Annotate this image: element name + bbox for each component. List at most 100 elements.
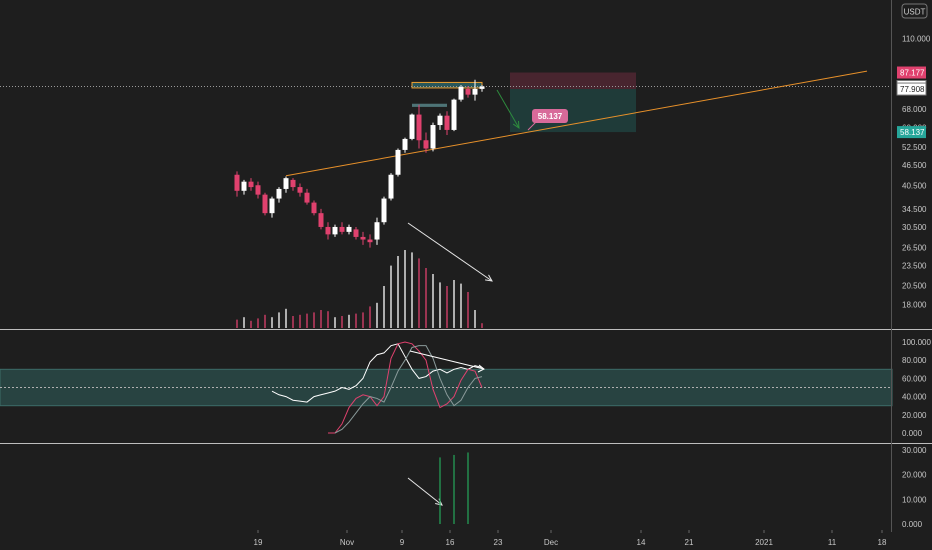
time-axis[interactable]: 19 Nov 9 16 23 Dec 14 21 2021 11 18 (254, 530, 887, 547)
candle-body (304, 192, 310, 203)
green-arrow (496, 89, 520, 129)
price-label: 58.137 (897, 126, 926, 139)
currency-badge[interactable]: USDT (901, 3, 928, 19)
resistance-box (411, 81, 483, 89)
candle (381, 196, 387, 225)
volume-bar (474, 310, 476, 328)
candle (325, 222, 331, 240)
oscillator-series-line (271, 343, 483, 403)
candle-body (325, 226, 331, 235)
time-tick-label: Dec (544, 538, 558, 547)
volume-bar (271, 317, 273, 328)
stop-loss-zone (510, 72, 636, 90)
candle-body (318, 213, 324, 227)
candle-body (437, 115, 443, 126)
histogram-tick-label: 0.000 (902, 520, 923, 529)
oscillator-pane[interactable]: 100.000 80.000 60.000 40.000 20.000 0.000 (0, 338, 931, 438)
candle-body (241, 181, 247, 191)
candle (318, 208, 324, 230)
price-label-text: 77.908 (900, 85, 925, 94)
candle-body (255, 185, 261, 195)
histogram-tick-label: 10.000 (902, 495, 927, 504)
time-tick-label: 2021 (755, 538, 773, 547)
candle (283, 176, 289, 193)
candle (465, 86, 471, 98)
candle-body (311, 202, 317, 214)
volume-bar (299, 314, 301, 328)
candle (437, 113, 443, 130)
volume-arrow-shaft (407, 222, 493, 282)
volume-bar (243, 317, 245, 328)
oscillator-tick-label: 80.000 (902, 356, 927, 365)
price-label: 87.177 (897, 66, 926, 79)
candle-body (269, 198, 275, 214)
candle (409, 113, 415, 141)
candle-body (430, 125, 436, 149)
volume-arrow-head (485, 274, 493, 282)
volume-bar (355, 313, 357, 328)
price-tick-label: 68.000 (902, 105, 927, 114)
volume-bar (306, 313, 308, 328)
price-tick-label: 30.500 (902, 223, 927, 232)
candle (269, 196, 275, 218)
volume-bar (327, 311, 329, 328)
time-tick-label: 14 (637, 538, 646, 547)
price-tick-label: 46.500 (902, 161, 927, 170)
candle-body (423, 140, 429, 149)
candle (276, 187, 282, 203)
candle (353, 226, 359, 240)
candle-body (444, 115, 450, 130)
candle (234, 171, 240, 197)
candle-body (346, 226, 352, 232)
candle (346, 224, 352, 235)
volume-bar (285, 308, 287, 328)
volume-bar (439, 282, 441, 328)
candle-body (395, 149, 401, 175)
candle (444, 111, 450, 136)
candle-body (465, 88, 471, 95)
volume-bar (236, 319, 238, 328)
time-tick-label: 18 (878, 538, 887, 547)
volume-bar (467, 292, 469, 328)
candle (290, 178, 296, 191)
price-label: 77.908 (896, 82, 927, 96)
volume-bar (383, 286, 385, 328)
candle-body (248, 181, 254, 188)
oscillator-tick-label: 20.000 (902, 411, 927, 420)
candle-body (458, 87, 464, 100)
currency-badge-label: USDT (904, 8, 926, 17)
candle-body (262, 194, 268, 214)
price-pane[interactable]: 110.000 80.000 68.000 60.000 52.500 46.500 40.… (0, 34, 931, 506)
trendline (285, 70, 868, 177)
histogram-arrow (407, 477, 443, 506)
time-tick-label: 23 (494, 538, 503, 547)
price-tick-label: 40.500 (902, 181, 927, 190)
candle-body (374, 222, 380, 240)
oscillator-tick-label: 100.000 (902, 338, 931, 347)
oscillator-tick-label: 40.000 (902, 393, 927, 402)
candle (472, 79, 478, 101)
histogram-tick-label: 30.000 (902, 446, 927, 455)
volume-bar (257, 318, 259, 328)
volume-bar (292, 316, 294, 328)
candle-body (360, 236, 366, 240)
histogram-pane[interactable]: 30.000 20.000 10.000 0.000 (439, 446, 927, 529)
candle (255, 181, 261, 199)
oscillator-series-line (334, 345, 483, 434)
histogram-arrow-shaft (407, 477, 443, 506)
price-tick-label: 18.000 (902, 301, 927, 310)
volume-bar (418, 258, 420, 328)
candle (402, 137, 408, 153)
histogram-bar (453, 454, 455, 524)
candle-body (234, 174, 240, 191)
volume-bar (362, 312, 364, 328)
price-tick-label: 20.500 (902, 281, 927, 290)
price-label-box (896, 82, 927, 96)
candle (479, 85, 485, 92)
volume-bar (278, 312, 280, 328)
candle (360, 231, 366, 245)
candle-body (402, 138, 408, 150)
candle (367, 234, 373, 248)
price-tick-label: 26.500 (902, 244, 927, 253)
